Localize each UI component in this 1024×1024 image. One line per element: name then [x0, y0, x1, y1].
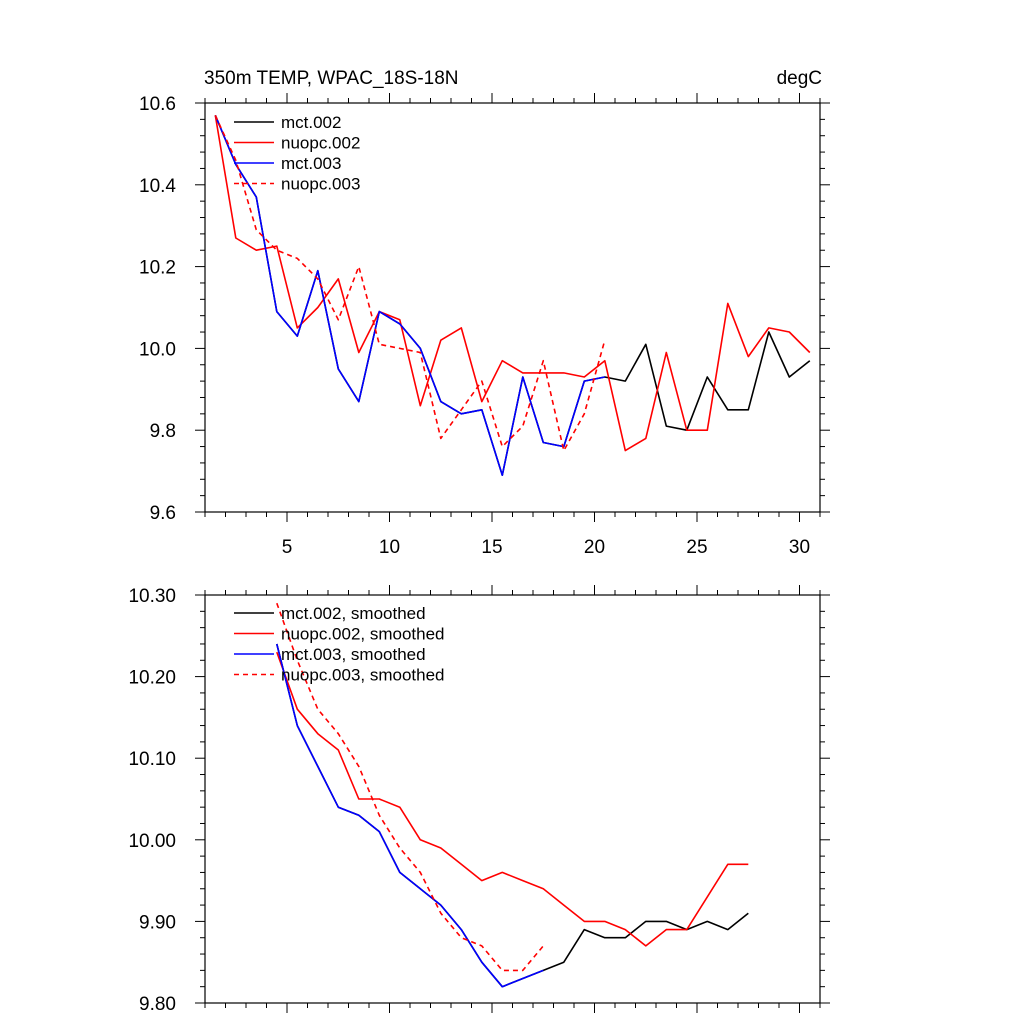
- y-tick-label: 9.90: [139, 912, 176, 933]
- chart-title: 350m TEMP, WPAC_18S-18N: [204, 68, 459, 89]
- legend-label: nuopc.003, smoothed: [281, 666, 445, 685]
- y-tick-label: 9.80: [139, 994, 176, 1015]
- y-tick-label: 10.10: [128, 749, 176, 770]
- y-tick-label: 10.4: [139, 176, 176, 197]
- y-tick-label: 10.30: [128, 586, 176, 607]
- y-tick-label: 9.6: [150, 503, 176, 524]
- series-line-mct-002-smoothed: [276, 643, 749, 988]
- legend-label: mct.002: [281, 113, 341, 132]
- legend-label: mct.003, smoothed: [281, 645, 426, 664]
- legend-label: mct.002, smoothed: [281, 604, 426, 623]
- series-line-nuopc-002-smoothed: [276, 651, 749, 947]
- x-tick-label: 10: [379, 537, 400, 558]
- x-tick-label: 25: [686, 537, 707, 558]
- legend-label: nuopc.002, smoothed: [281, 625, 445, 644]
- bottom-chart-panel: 9.80 9.90 10.00 10.10 10.20 10.30 mct.002, smo…: [128, 585, 830, 1015]
- chart-units: degC: [777, 68, 822, 89]
- y-tick-label: 10.0: [139, 339, 176, 360]
- legend-label: mct.003: [281, 154, 341, 173]
- series-line-nuopc-002: [214, 115, 811, 452]
- series-line-mct-003: [214, 114, 605, 477]
- y-tick-label: 9.8: [150, 421, 176, 442]
- legend-label: nuopc.002: [281, 134, 360, 153]
- y-tick-label: 10.2: [139, 258, 176, 279]
- series-line-nuopc-003: [214, 114, 606, 452]
- y-tick-label: 10.6: [139, 94, 176, 115]
- x-tick-label: 30: [789, 537, 810, 558]
- top-chart-panel: 350m TEMP, WPAC_18S-18N degC 5 10 15 20 25 30…: [139, 68, 830, 558]
- legend-label: nuopc.003: [281, 175, 360, 194]
- series-line-mct-003-smoothed: [276, 643, 544, 988]
- y-tick-label: 10.20: [128, 668, 176, 689]
- x-tick-label: 20: [584, 537, 605, 558]
- series-line-nuopc-003-smoothed: [276, 602, 544, 972]
- x-tick-label: 15: [481, 537, 502, 558]
- y-tick-label: 10.00: [128, 831, 176, 852]
- x-tick-label: 5: [282, 537, 293, 558]
